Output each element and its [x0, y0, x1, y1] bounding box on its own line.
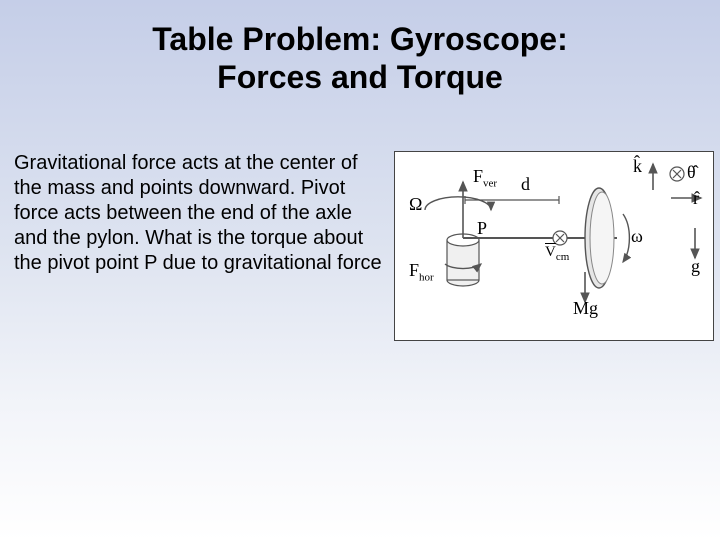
- title-line-2: Forces and Torque: [0, 58, 720, 96]
- label-theta-hat: θ̂: [687, 162, 696, 183]
- content-row: Gravitational force acts at the center o…: [0, 151, 720, 341]
- label-d: d: [521, 174, 530, 195]
- gyroscope-diagram: Fver d P Fhor Ω Vcm ω Mg g k̂ r̂ θ̂: [394, 151, 714, 341]
- label-k-hat: k̂: [633, 156, 642, 177]
- label-g: g: [691, 256, 700, 277]
- label-vcm: Vcm: [545, 244, 569, 263]
- title-line-1: Table Problem: Gyroscope:: [0, 20, 720, 58]
- slide-title: Table Problem: Gyroscope: Forces and Tor…: [0, 0, 720, 97]
- diagram-container: Fver d P Fhor Ω Vcm ω Mg g k̂ r̂ θ̂: [394, 151, 714, 341]
- label-f-hor: Fhor: [409, 260, 434, 284]
- label-mg: Mg: [573, 298, 598, 319]
- label-f-ver: Fver: [473, 166, 497, 190]
- label-r-hat: r̂: [693, 188, 699, 209]
- label-p: P: [477, 218, 487, 239]
- label-omega: ω: [631, 226, 643, 247]
- problem-text: Gravitational force acts at the center o…: [14, 151, 384, 276]
- label-omega-cap: Ω: [409, 194, 422, 215]
